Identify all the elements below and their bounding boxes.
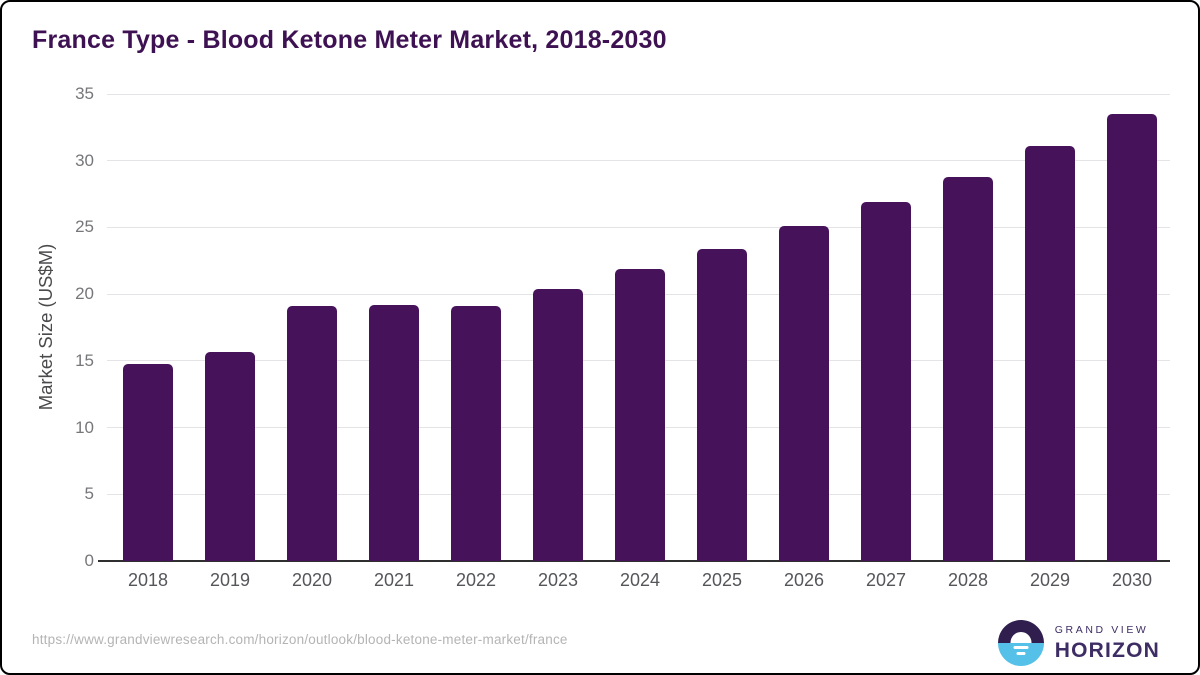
- x-axis-tick-label: 2029: [1029, 570, 1071, 590]
- x-axis-tick-label: 2023: [537, 570, 579, 590]
- x-axis-tick-label: 2024: [619, 570, 661, 590]
- x-axis-tick-label: 2021: [373, 570, 415, 590]
- y-axis-tick-label: 25: [75, 217, 94, 237]
- bar-2018[interactable]: [123, 363, 173, 561]
- y-axis-title: Market Size (US$M): [35, 243, 56, 411]
- horizon-sunrise-icon: [997, 620, 1044, 666]
- x-axis-tick-label: 2030: [1111, 570, 1153, 590]
- y-axis-tick-label: 15: [75, 350, 94, 370]
- y-axis-tick-label: 35: [75, 84, 94, 103]
- y-axis-tick-label: 30: [75, 150, 94, 170]
- bar-2023[interactable]: [533, 288, 583, 561]
- grand-view-horizon-logo: GRAND VIEW HORIZON: [997, 620, 1160, 666]
- bar-2026[interactable]: [779, 226, 829, 561]
- bar-2025[interactable]: [697, 248, 747, 561]
- y-axis-tick-label: 5: [84, 484, 94, 504]
- gridline: [107, 160, 1170, 162]
- x-axis-line: [98, 560, 1170, 562]
- bar-2030[interactable]: [1107, 114, 1157, 561]
- x-axis-tick-label: 2025: [701, 570, 743, 590]
- x-axis-tick-label: 2027: [865, 570, 907, 590]
- y-axis-tick-label: 10: [75, 417, 94, 437]
- bar-2019[interactable]: [205, 351, 255, 561]
- logo-text-horizon: HORIZON: [1054, 638, 1160, 662]
- x-axis-tick-label: 2018: [127, 570, 169, 590]
- bar-2020[interactable]: [287, 306, 337, 561]
- x-axis-tick-label: 2028: [947, 570, 989, 590]
- x-axis-tick-label: 2020: [291, 570, 333, 590]
- source-url: https://www.grandviewresearch.com/horizo…: [32, 632, 568, 647]
- bar-2024[interactable]: [615, 268, 665, 561]
- gridline: [107, 93, 1170, 95]
- gridline: [107, 226, 1170, 228]
- x-axis-tick-label: 2019: [209, 570, 251, 590]
- bar-2022[interactable]: [451, 306, 501, 561]
- chart-title: France Type - Blood Ketone Meter Market,…: [32, 26, 667, 54]
- x-axis-tick-label: 2026: [783, 570, 825, 590]
- bar-2021[interactable]: [369, 304, 419, 561]
- bar-2028[interactable]: [943, 176, 993, 561]
- bar-2029[interactable]: [1025, 146, 1075, 561]
- logo-text-grand-view: GRAND VIEW: [1054, 624, 1149, 637]
- y-axis-tick-label: 0: [84, 551, 94, 570]
- bar-2027[interactable]: [861, 202, 911, 561]
- y-axis-tick-label: 20: [75, 284, 94, 304]
- x-axis-tick-label: 2022: [455, 570, 497, 590]
